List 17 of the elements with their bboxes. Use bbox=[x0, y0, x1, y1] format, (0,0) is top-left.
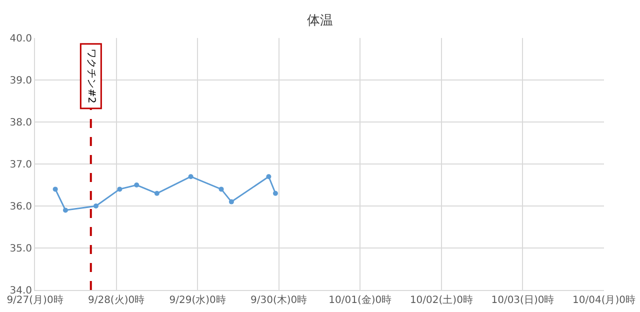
y-tick-label: 34.0 bbox=[10, 286, 32, 296]
chart-title: 体温 bbox=[307, 14, 333, 29]
x-tick-label: 9/29(水)0時 bbox=[169, 294, 226, 306]
y-tick-label: 39.0 bbox=[10, 76, 32, 86]
y-tick-label: 35.0 bbox=[10, 244, 32, 254]
x-tick-label: 10/01(金)0時 bbox=[328, 294, 392, 306]
x-tick-label: 10/02(土)0時 bbox=[410, 294, 473, 306]
y-tick-label: 38.0 bbox=[10, 118, 32, 128]
y-tick-label: 40.0 bbox=[10, 34, 32, 44]
x-tick-label: 10/04(月)0時 bbox=[572, 294, 636, 306]
x-tick-label: 9/27(月)0時 bbox=[6, 294, 64, 306]
y-tick-label: 36.0 bbox=[10, 202, 32, 212]
x-tick-label: 9/28(火)0時 bbox=[88, 294, 145, 306]
x-tick-label: 9/30(木)0時 bbox=[250, 294, 308, 306]
x-tick-label: 10/03(日)0時 bbox=[491, 294, 554, 306]
y-tick-label: 37.0 bbox=[10, 160, 32, 170]
ref-line-label: ワクチン#2 bbox=[85, 48, 96, 104]
